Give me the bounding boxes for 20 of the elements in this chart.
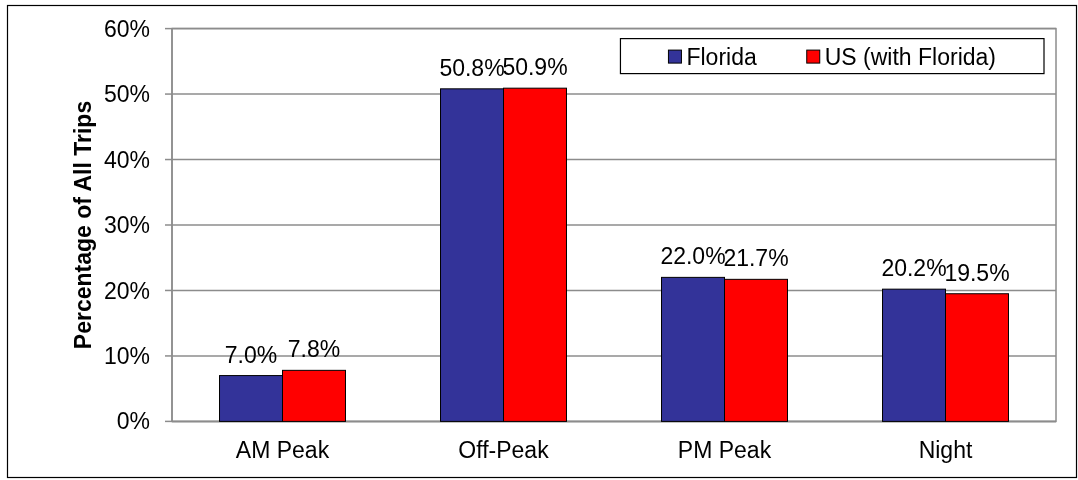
legend-label: US (with Florida) bbox=[824, 44, 997, 71]
x-tick-label: Night bbox=[918, 437, 973, 463]
data-label: 50.8% bbox=[439, 54, 505, 81]
x-tick-label: AM Peak bbox=[235, 437, 330, 463]
y-axis-title: Percentage of All Trips bbox=[70, 100, 96, 350]
y-tick-label: 50% bbox=[103, 81, 150, 108]
data-label: 50.9% bbox=[502, 54, 568, 81]
y-tick-label: 40% bbox=[103, 146, 150, 173]
legend-label: Florida bbox=[686, 44, 757, 71]
data-label: 20.2% bbox=[881, 255, 947, 282]
y-tick-label: 30% bbox=[103, 212, 150, 239]
x-tick-label: Off-Peak bbox=[458, 437, 550, 463]
y-tick-label: 60% bbox=[103, 15, 150, 42]
data-label: 7.0% bbox=[224, 341, 278, 368]
data-label: 7.8% bbox=[287, 336, 341, 363]
data-label: 21.7% bbox=[723, 245, 789, 272]
x-tick-label: PM Peak bbox=[677, 437, 772, 463]
y-tick-label: 10% bbox=[103, 342, 150, 369]
y-tick-label: 20% bbox=[103, 277, 150, 304]
y-tick-label: 0% bbox=[116, 408, 150, 435]
